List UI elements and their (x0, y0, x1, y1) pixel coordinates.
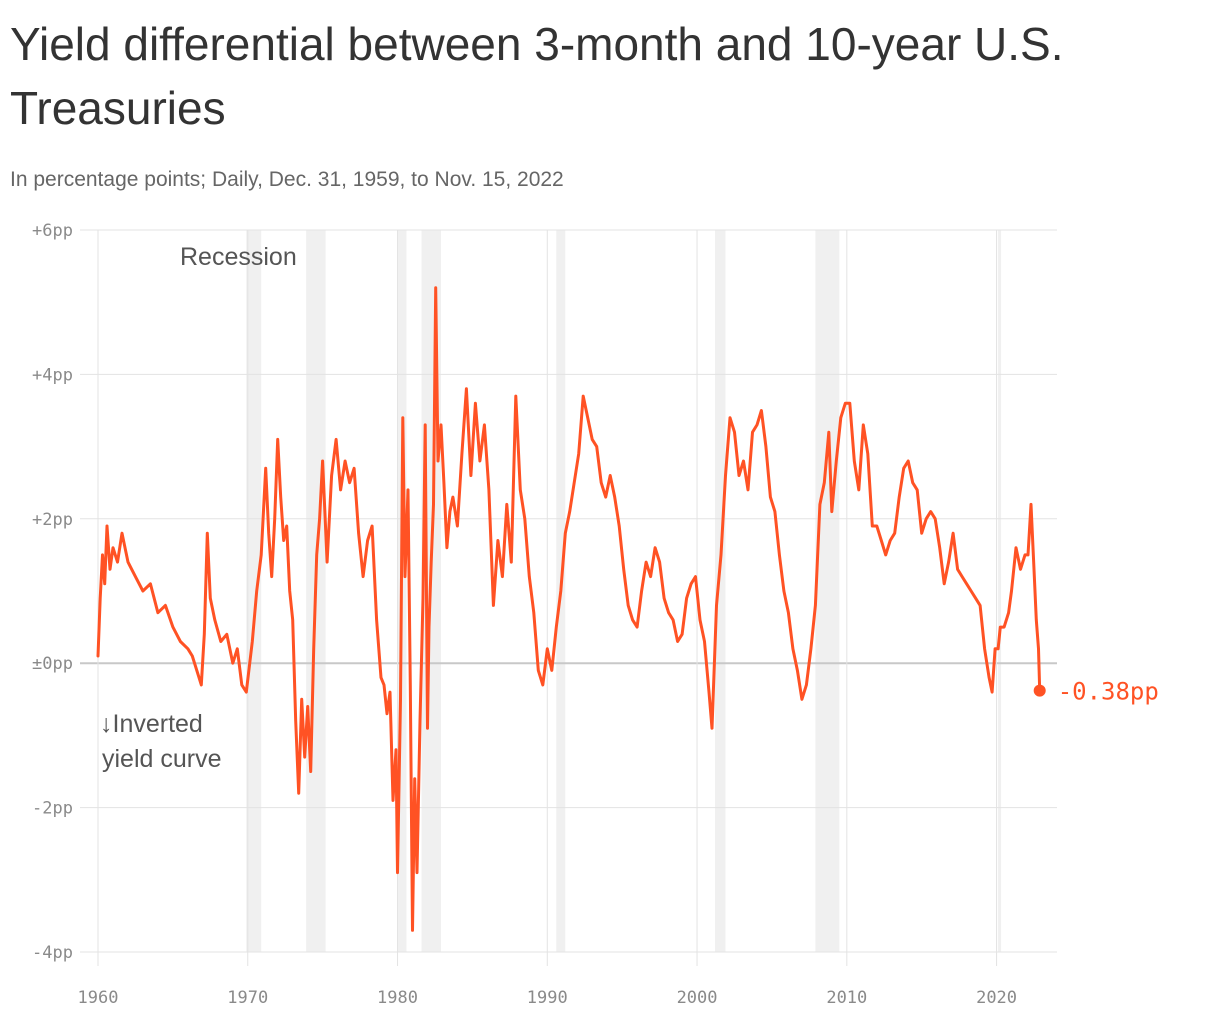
y-tick-label-5: -4pp (32, 943, 73, 963)
x-axis-ticks: 1960 1970 1980 1990 2000 2010 2020 (78, 988, 1018, 1008)
recession-band-5 (715, 230, 726, 952)
recession-band-6 (815, 230, 840, 952)
inverted-label-line2: yield curve (102, 745, 222, 773)
recession-label: Recession (180, 243, 297, 271)
recession-bands (246, 230, 1002, 952)
x-tick-label-6: 2020 (976, 988, 1017, 1008)
y-tick-label-4: -2pp (32, 799, 73, 819)
series-line-0 (96, 286, 1042, 932)
inverted-label-line1: ↓Inverted (100, 710, 203, 738)
x-tick-label-4: 2000 (677, 988, 718, 1008)
recession-band-0 (246, 230, 262, 952)
x-tick-label-2: 1980 (377, 988, 418, 1008)
y-tick-label-2: +2pp (32, 510, 73, 530)
y-tick-label-3: ±0pp (32, 654, 73, 674)
chart-title: Yield differential between 3‑month and 1… (10, 18, 1064, 134)
y-tick-label-1: +4pp (32, 365, 73, 385)
y-tick-label-0: +6pp (32, 221, 73, 241)
annotations: Recession ↓Inverted yield curve (100, 243, 297, 773)
x-tick-label-1: 1970 (227, 988, 268, 1008)
recession-band-7 (998, 230, 1002, 952)
grid-lines (80, 229, 1057, 966)
end-point-marker (1033, 684, 1046, 697)
end-value-label: -0.38pp (1058, 678, 1159, 706)
x-tick-label-3: 1990 (527, 988, 568, 1008)
series-layer (96, 286, 1042, 932)
x-tick-label-0: 1960 (78, 988, 119, 1008)
y-axis-ticks: +6pp +4pp +2pp ±0pp -2pp -4pp (32, 221, 73, 963)
end-marker-layer: -0.38pp (1033, 678, 1159, 706)
x-tick-label-5: 2010 (826, 988, 867, 1008)
chart-subtitle: In percentage points; Daily, Dec. 31, 19… (10, 168, 564, 191)
